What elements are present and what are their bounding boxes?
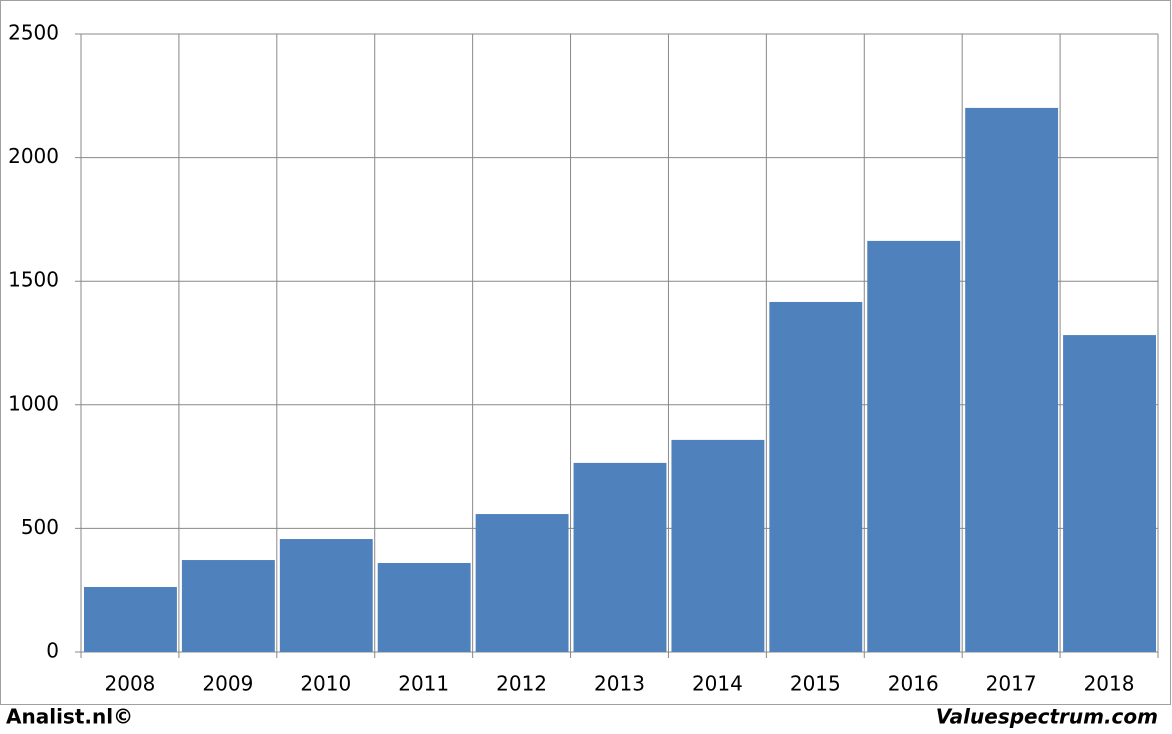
y-tick-label: 2000 [8,144,59,168]
y-tick-label: 1000 [8,391,59,415]
bar [475,514,569,652]
footer-right: Valuespectrum.com [936,705,1158,729]
bar [769,301,863,652]
x-tick-label: 2017 [986,672,1037,696]
bar [377,563,471,652]
x-tick-label: 2014 [692,672,743,696]
x-tick-label: 2011 [398,672,449,696]
bar [965,107,1059,653]
bar [1063,335,1156,652]
y-tick-label: 0 [46,639,59,663]
bar [84,586,177,652]
y-tick-label: 2500 [8,21,59,45]
x-tick-label: 2015 [790,672,841,696]
footer-left: Analist.nl© [6,705,133,729]
x-tick-label: 2013 [594,672,645,696]
bar [279,539,373,652]
bar [867,240,961,652]
bar [671,439,765,652]
bar [181,560,275,652]
x-tick-label: 2012 [496,672,547,696]
x-tick-label: 2010 [300,672,351,696]
x-tick-label: 2009 [202,672,253,696]
bar [573,462,667,652]
x-tick-label: 2018 [1084,672,1135,696]
y-tick-label: 500 [21,515,59,539]
x-tick-label: 2008 [105,672,156,696]
y-tick-label: 1500 [8,268,59,292]
x-tick-label: 2016 [888,672,939,696]
